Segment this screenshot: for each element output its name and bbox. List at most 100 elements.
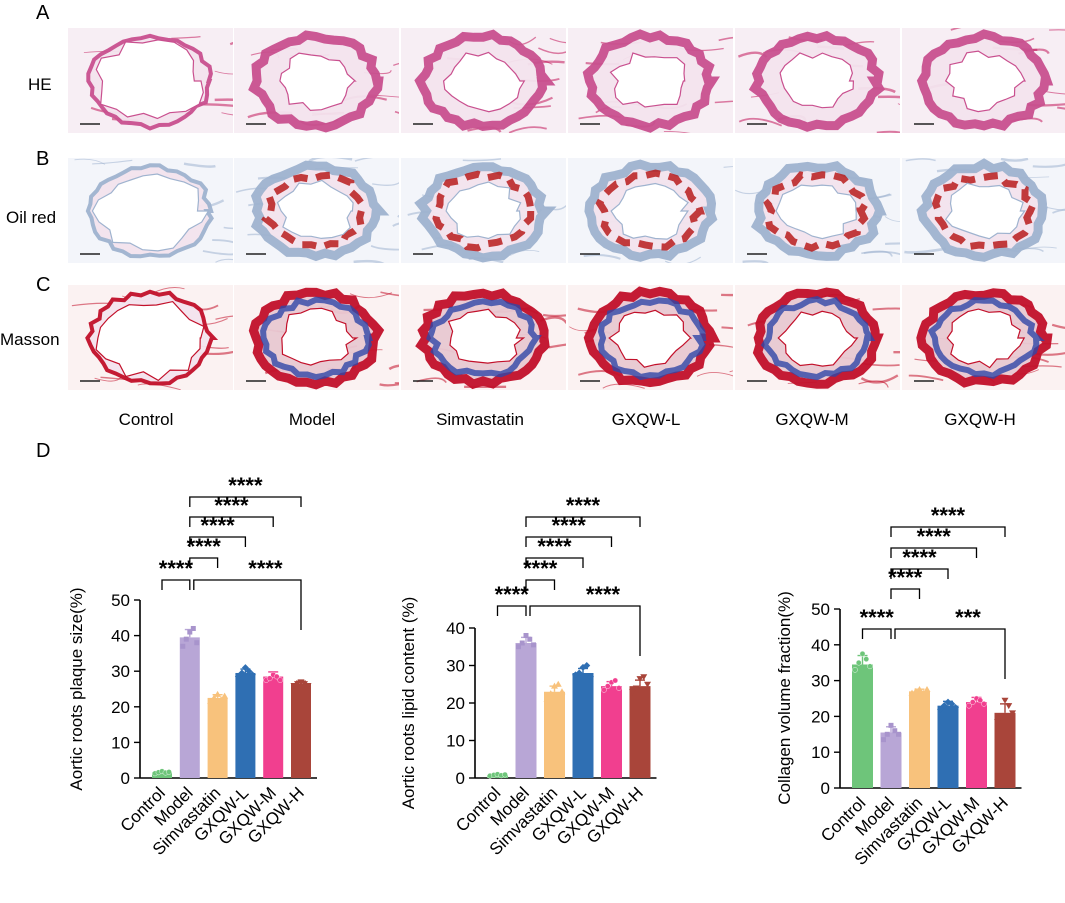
significance-bracket — [525, 579, 556, 590]
significance-label: **** — [931, 503, 966, 528]
he-stain-image-model — [234, 28, 399, 133]
data-point — [190, 625, 196, 631]
y-tick-label: 0 — [821, 779, 830, 798]
y-tick-label: 40 — [111, 627, 130, 646]
data-point — [923, 686, 931, 693]
data-point — [1005, 703, 1013, 710]
data-point — [294, 681, 301, 688]
data-point — [266, 675, 273, 682]
data-point — [554, 680, 562, 687]
y-tick-label: 50 — [111, 591, 130, 610]
data-point — [304, 682, 312, 689]
panel-label-b: B — [36, 148, 50, 170]
data-point — [977, 697, 984, 704]
oil-stain-image-gxqw-h — [902, 158, 1065, 263]
significance-label: **** — [248, 556, 283, 581]
y-tick-label: 10 — [446, 732, 465, 751]
data-point — [183, 636, 189, 642]
column-label-control: Control — [118, 410, 174, 429]
masson-stain-image-model — [234, 285, 399, 390]
data-point — [1009, 710, 1016, 717]
significance-bracket — [890, 568, 949, 579]
y-tick-label: 40 — [446, 619, 465, 638]
row-label-oil-red: Oil red — [6, 208, 57, 227]
data-point — [881, 737, 886, 743]
data-point — [194, 640, 200, 646]
y-tick-label: 20 — [446, 694, 465, 713]
he-stain-image-simvastatin — [401, 28, 566, 133]
data-point — [301, 681, 308, 688]
data-point — [551, 682, 558, 689]
data-point — [543, 695, 551, 702]
data-point — [601, 687, 607, 693]
significance-label: **** — [228, 473, 263, 498]
data-point — [884, 731, 890, 737]
oil-stain-image-model — [234, 158, 399, 263]
bar-simvastatin — [207, 697, 228, 778]
data-point — [919, 689, 927, 696]
data-point — [166, 769, 172, 775]
data-point — [852, 667, 858, 673]
data-point — [636, 676, 644, 683]
data-point — [547, 690, 555, 697]
data-point — [937, 705, 944, 713]
data-point — [981, 701, 987, 707]
significance-bracket — [496, 605, 527, 616]
bar-model — [515, 643, 537, 778]
data-point — [519, 640, 525, 646]
data-point — [632, 685, 640, 692]
y-tick-label: 0 — [121, 769, 130, 788]
significance-bracket — [529, 605, 641, 656]
bar-gxqw-l — [235, 672, 256, 778]
y-tick-label: 10 — [111, 733, 130, 752]
data-point — [238, 669, 246, 677]
masson-stain-image-simvastatin — [401, 285, 566, 390]
y-tick-label: 30 — [811, 672, 830, 691]
y-tick-label: 40 — [811, 636, 830, 655]
significance-label: **** — [159, 556, 194, 581]
data-point — [502, 771, 508, 778]
significance-bracket — [189, 516, 274, 527]
column-label-gxqw-m: GXQW-M — [775, 410, 849, 429]
significance-bracket — [161, 579, 191, 590]
he-stain-image-gxqw-h — [902, 28, 1065, 133]
data-point — [1001, 697, 1009, 704]
bar-simvastatin — [909, 691, 930, 788]
bar-gxqw-h — [291, 683, 311, 778]
masson-stain-image-gxqw-h — [902, 285, 1065, 390]
data-point — [888, 722, 894, 728]
column-label-simvastatin: Simvastatin — [436, 410, 524, 429]
significance-bracket — [189, 536, 247, 547]
masson-stain-image-control — [68, 285, 233, 390]
data-point — [896, 731, 901, 737]
y-tick-label: 30 — [111, 662, 130, 681]
data-point — [214, 690, 222, 697]
significance-bracket — [894, 628, 1006, 679]
bar-model — [179, 637, 200, 778]
data-point — [604, 683, 611, 689]
y-tick-label: 10 — [811, 743, 830, 762]
bar-simvastatin — [544, 691, 565, 778]
panel-label-a: A — [36, 2, 50, 24]
data-point — [966, 702, 972, 709]
column-label-model: Model — [288, 410, 336, 429]
bar-model — [880, 732, 902, 788]
row-label-masson: Masson — [0, 330, 60, 349]
data-point — [558, 688, 566, 695]
bar-gxqw-l — [937, 705, 959, 788]
bar-gxqw-m — [966, 702, 987, 788]
oil-stain-image-simvastatin — [401, 158, 566, 263]
data-point — [531, 642, 536, 648]
significance-bracket — [525, 557, 584, 568]
data-point — [583, 662, 591, 669]
y-axis-label: Aortic roots lipid content (%) — [399, 597, 418, 810]
data-point — [527, 636, 533, 642]
bar-gxqw-h — [994, 712, 1016, 788]
data-point — [629, 689, 636, 696]
data-point — [916, 686, 923, 693]
significance-bracket — [890, 547, 978, 558]
significance-bracket — [525, 536, 613, 547]
data-point — [859, 650, 866, 657]
significance-bracket — [890, 588, 921, 599]
significance-bracket — [193, 579, 302, 630]
